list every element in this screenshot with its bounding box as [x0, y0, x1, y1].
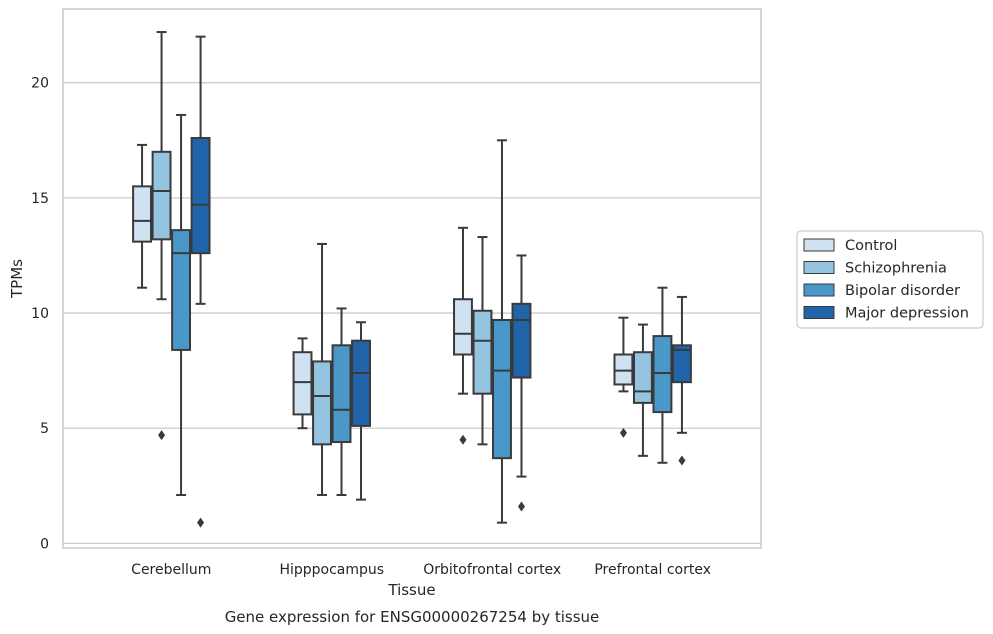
box-body — [292, 351, 313, 416]
outlier-point — [158, 430, 166, 441]
legend-swatch — [803, 238, 835, 252]
box-body — [132, 185, 153, 243]
box-body — [312, 360, 332, 446]
box-body — [652, 335, 673, 414]
x-axis-label: Tissue — [387, 581, 435, 599]
box-body — [511, 302, 532, 379]
box-schizophrenia — [472, 236, 493, 446]
outlier-point — [619, 427, 627, 438]
box-bipolar-disorder — [492, 139, 512, 524]
box-body — [492, 318, 512, 460]
legend-label: Control — [845, 238, 897, 254]
x-tick-label: Orbitofrontal cortex — [423, 562, 561, 578]
legend: Control Schizophrenia Bipolar disorder Majo… — [796, 230, 984, 329]
legend-swatch — [803, 283, 835, 297]
box-body — [613, 353, 634, 386]
box-major-depression — [351, 321, 371, 501]
outlier-point — [678, 455, 686, 466]
box-body — [632, 351, 653, 404]
box-major-depression — [671, 295, 692, 466]
legend-swatch — [803, 306, 835, 319]
box-body — [190, 136, 211, 255]
box-body — [171, 229, 192, 351]
y-tick-label: 10 — [31, 306, 49, 322]
box-bipolar-disorder — [652, 286, 673, 464]
boxes-layer — [132, 31, 692, 528]
box-body — [351, 339, 371, 427]
box-body — [472, 309, 493, 395]
box-body — [453, 298, 473, 356]
y-tick-label: 15 — [31, 191, 49, 207]
legend-label: Bipolar disorder — [845, 283, 960, 299]
box-bipolar-disorder — [331, 307, 352, 497]
y-tick-label: 0 — [40, 536, 49, 552]
y-axis-label: TPMs — [8, 259, 26, 299]
box-schizophrenia — [151, 31, 172, 441]
chart-caption: Gene expression for ENSG00000267254 by t… — [225, 608, 600, 626]
x-axis-ticks: Cerebellum Hipppocampus Orbitofrontal cort… — [131, 562, 711, 578]
legend-label: Major depression — [845, 306, 969, 322]
x-tick-label: Hipppocampus — [279, 562, 384, 578]
box-bipolar-disorder — [171, 113, 192, 497]
y-axis-ticks: 0 5 10 15 20 — [31, 76, 49, 553]
box-schizophrenia — [632, 323, 653, 457]
plot-frame — [62, 8, 762, 549]
legend-swatch — [803, 261, 835, 274]
y-tick-label: 5 — [40, 421, 49, 437]
box-major-depression — [190, 35, 211, 528]
x-tick-label: Cerebellum — [131, 562, 211, 578]
box-control — [453, 226, 473, 445]
box-body — [671, 344, 692, 384]
box-control — [613, 316, 634, 438]
x-tick-label: Prefrontal cortex — [594, 562, 711, 578]
legend-frame — [796, 230, 984, 329]
box-body — [331, 344, 352, 444]
box-control — [132, 143, 153, 289]
box-major-depression — [511, 254, 532, 512]
outlier-point — [197, 517, 205, 528]
outlier-point — [459, 434, 467, 445]
outlier-point — [517, 501, 525, 512]
box-body — [151, 150, 172, 241]
y-tick-label: 20 — [31, 76, 49, 92]
legend-label: Schizophrenia — [845, 261, 947, 277]
box-schizophrenia — [312, 242, 332, 497]
box-control — [292, 337, 313, 430]
